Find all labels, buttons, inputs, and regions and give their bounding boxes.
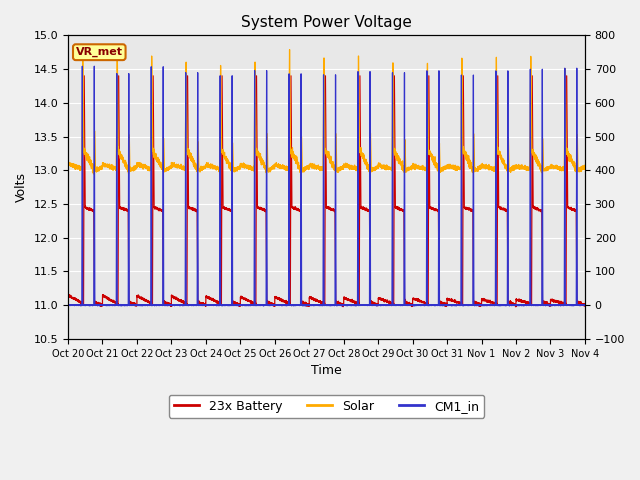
- X-axis label: Time: Time: [311, 364, 342, 377]
- Legend: 23x Battery, Solar, CM1_in: 23x Battery, Solar, CM1_in: [169, 395, 484, 418]
- Title: System Power Voltage: System Power Voltage: [241, 15, 412, 30]
- Text: VR_met: VR_met: [76, 47, 123, 57]
- Y-axis label: Volts: Volts: [15, 172, 28, 202]
